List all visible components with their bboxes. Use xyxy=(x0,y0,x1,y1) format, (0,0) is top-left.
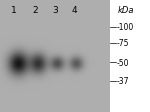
Text: -50: -50 xyxy=(117,58,129,67)
Text: 3: 3 xyxy=(52,6,58,15)
Text: -100: -100 xyxy=(117,23,134,32)
Bar xyxy=(110,0,150,112)
Text: -75: -75 xyxy=(117,39,129,48)
Text: kDa: kDa xyxy=(118,6,135,15)
Text: 2: 2 xyxy=(32,6,38,15)
Text: -37: -37 xyxy=(117,77,129,86)
Text: 4: 4 xyxy=(72,6,78,15)
Text: 1: 1 xyxy=(11,6,17,15)
